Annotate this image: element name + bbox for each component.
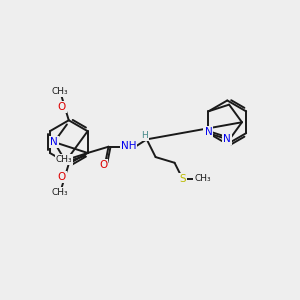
Text: NH: NH bbox=[121, 141, 136, 151]
Text: O: O bbox=[99, 160, 107, 170]
Text: CH₃: CH₃ bbox=[52, 188, 68, 197]
Text: O: O bbox=[58, 172, 66, 182]
Text: S: S bbox=[179, 174, 186, 184]
Text: N: N bbox=[203, 129, 211, 139]
Text: O: O bbox=[58, 102, 66, 112]
Text: N: N bbox=[50, 137, 58, 147]
Text: N: N bbox=[223, 134, 231, 144]
Text: CH₃: CH₃ bbox=[52, 87, 68, 96]
Text: N: N bbox=[205, 127, 212, 137]
Text: CH₃: CH₃ bbox=[56, 155, 73, 164]
Text: CH₃: CH₃ bbox=[194, 174, 211, 183]
Text: H: H bbox=[141, 131, 148, 140]
